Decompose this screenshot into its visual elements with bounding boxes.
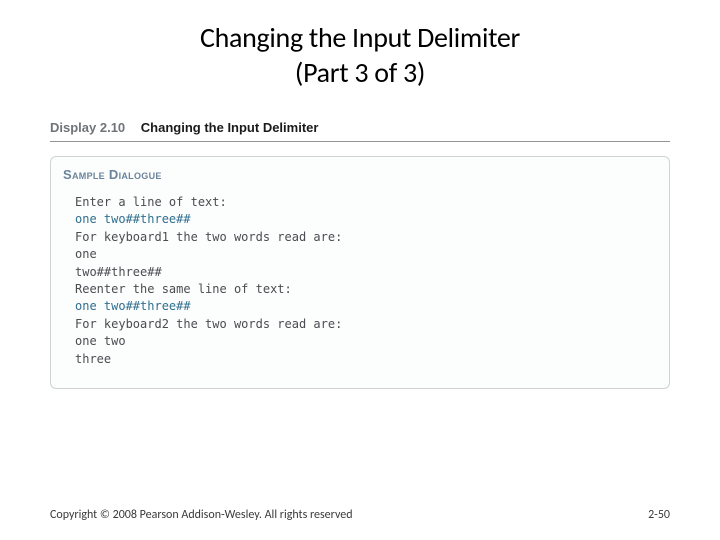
sample-output-line: Enter a line of text: (75, 194, 657, 211)
sample-dialogue-box: Sample Dialogue Enter a line of text:one… (50, 156, 670, 389)
title-line-1: Changing the Input Delimiter (0, 20, 720, 55)
display-label: Display 2.10 (50, 120, 125, 135)
slide: Changing the Input Delimiter (Part 3 of … (0, 0, 720, 540)
sample-output-line: For keyboard1 the two words read are: (75, 229, 657, 246)
sample-output-line: two##three## (75, 264, 657, 281)
display-caption: Changing the Input Delimiter (141, 120, 319, 135)
sample-title-row: Sample Dialogue (51, 157, 669, 188)
title-line-2: (Part 3 of 3) (0, 55, 720, 90)
sample-output-line: one (75, 246, 657, 263)
sample-output-line: one two (75, 333, 657, 350)
sample-output-line: Reenter the same line of text: (75, 281, 657, 298)
display-header: Display 2.10 Changing the Input Delimite… (50, 118, 670, 142)
page-number: 2-50 (648, 508, 670, 522)
sample-output-line: For keyboard2 the two words read are: (75, 316, 657, 333)
title-block: Changing the Input Delimiter (Part 3 of … (0, 0, 720, 100)
sample-output-line: three (75, 351, 657, 368)
sample-title: Sample Dialogue (63, 167, 162, 182)
sample-user-line: one two##three## (75, 298, 657, 315)
sample-user-line: one two##three## (75, 211, 657, 228)
footer: Copyright © 2008 Pearson Addison-Wesley.… (50, 508, 670, 522)
sample-body: Enter a line of text:one two##three##For… (51, 188, 669, 388)
copyright-text: Copyright © 2008 Pearson Addison-Wesley.… (50, 508, 353, 522)
